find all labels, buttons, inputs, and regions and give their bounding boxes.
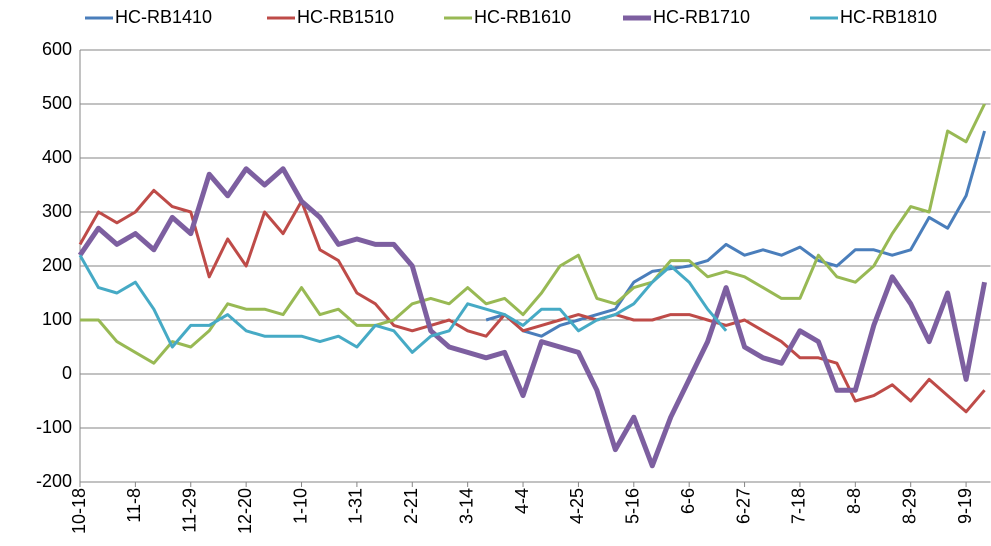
x-tick-label: 11-8	[124, 488, 144, 523]
y-tick-label: 500	[42, 93, 72, 113]
x-tick-label: 1-10	[290, 488, 310, 524]
x-tick-label: 4-25	[567, 488, 587, 524]
x-tick-label: 7-18	[789, 488, 809, 524]
x-tick-label: 2-21	[401, 488, 421, 524]
y-tick-label: 100	[42, 309, 72, 329]
series-line	[485, 130, 986, 338]
x-tick-label: 6-6	[678, 488, 698, 514]
x-tick-label: 9-19	[955, 488, 975, 524]
series-line	[78, 188, 986, 414]
legend-label: HC-RB1610	[474, 7, 571, 27]
x-tick-label: 8-29	[899, 488, 919, 524]
x-tick-label: 12-20	[235, 488, 255, 534]
series-line	[80, 103, 986, 365]
series-line	[77, 166, 987, 469]
series-line	[78, 254, 728, 354]
y-tick-label: 0	[62, 363, 72, 383]
y-tick-label: 600	[42, 39, 72, 59]
legend-label: HC-RB1710	[653, 7, 750, 27]
x-tick-label: 8-8	[844, 488, 864, 514]
x-tick-label: 1-31	[346, 488, 366, 524]
y-tick-label: 400	[42, 147, 72, 167]
legend-label: HC-RB1410	[115, 7, 212, 27]
legend-label: HC-RB1810	[840, 7, 937, 27]
y-tick-label: 300	[42, 201, 72, 221]
legend-label: HC-RB1510	[297, 7, 394, 27]
x-tick-label: 10-18	[69, 488, 89, 534]
x-tick-label: 6-27	[733, 488, 753, 524]
x-tick-label: 11-29	[180, 488, 200, 533]
x-tick-label: 3-14	[456, 488, 476, 524]
y-tick-label: -200	[36, 471, 72, 491]
y-tick-label: 200	[42, 255, 72, 275]
y-tick-label: -100	[36, 417, 72, 437]
x-tick-label: 4-4	[512, 488, 532, 514]
x-tick-label: 5-16	[623, 488, 643, 524]
